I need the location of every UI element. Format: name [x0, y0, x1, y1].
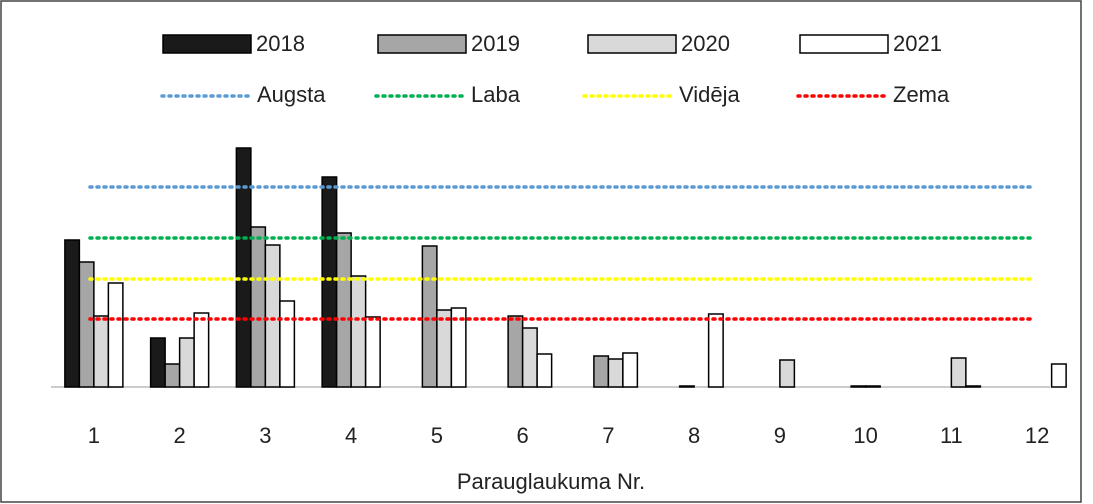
x-tick-label: 1 [88, 423, 100, 448]
legend-label: Zema [893, 82, 950, 107]
legend-swatch [587, 34, 677, 54]
legend-label: 2020 [681, 31, 730, 56]
bar [707, 313, 724, 388]
x-tick-label: 12 [1025, 423, 1049, 448]
bar [950, 357, 967, 388]
bar [536, 353, 553, 388]
bar [264, 244, 281, 388]
legend-label: Laba [471, 82, 521, 107]
legend-label: Vidēja [679, 82, 741, 107]
legend-swatch [799, 34, 889, 54]
bar [321, 176, 338, 388]
bar [279, 300, 296, 388]
bar [521, 327, 538, 388]
bar [864, 385, 881, 388]
bar [436, 309, 453, 388]
x-tick-label: 7 [602, 423, 614, 448]
bar [335, 232, 352, 388]
bar [622, 352, 639, 388]
x-tick-label: 10 [853, 423, 877, 448]
bar [364, 316, 381, 388]
legend-label: 2021 [893, 31, 942, 56]
bar [850, 385, 867, 388]
legend-label: Augsta [257, 82, 326, 107]
x-tick-label: 8 [688, 423, 700, 448]
bar [178, 337, 195, 388]
x-tick-label: 2 [174, 423, 186, 448]
bar [450, 307, 467, 388]
x-tick-label: 3 [259, 423, 271, 448]
x-tick-label: 11 [940, 423, 963, 448]
x-tick-label: 9 [774, 423, 786, 448]
x-axis-title: Parauglaukuma Nr. [457, 469, 645, 494]
x-tick-label: 4 [345, 423, 357, 448]
bar [507, 315, 524, 388]
bar [779, 359, 796, 388]
bar [107, 282, 124, 388]
bar [250, 226, 267, 388]
bar [965, 385, 982, 388]
bar [678, 385, 695, 388]
bar [235, 147, 252, 388]
legend-swatch [162, 34, 252, 54]
bar [64, 239, 81, 388]
bar [593, 355, 610, 388]
bar [350, 275, 367, 388]
bar [421, 245, 438, 388]
bar [93, 315, 110, 388]
legend-label: 2018 [256, 31, 305, 56]
x-tick-label: 5 [431, 423, 443, 448]
bar [149, 337, 166, 388]
x-tick-label: 6 [517, 423, 529, 448]
bar [193, 312, 210, 388]
bar [607, 358, 624, 388]
bar [1050, 363, 1067, 388]
legend-swatch [377, 34, 467, 54]
legend-label: 2019 [471, 31, 520, 56]
bar [164, 363, 181, 388]
